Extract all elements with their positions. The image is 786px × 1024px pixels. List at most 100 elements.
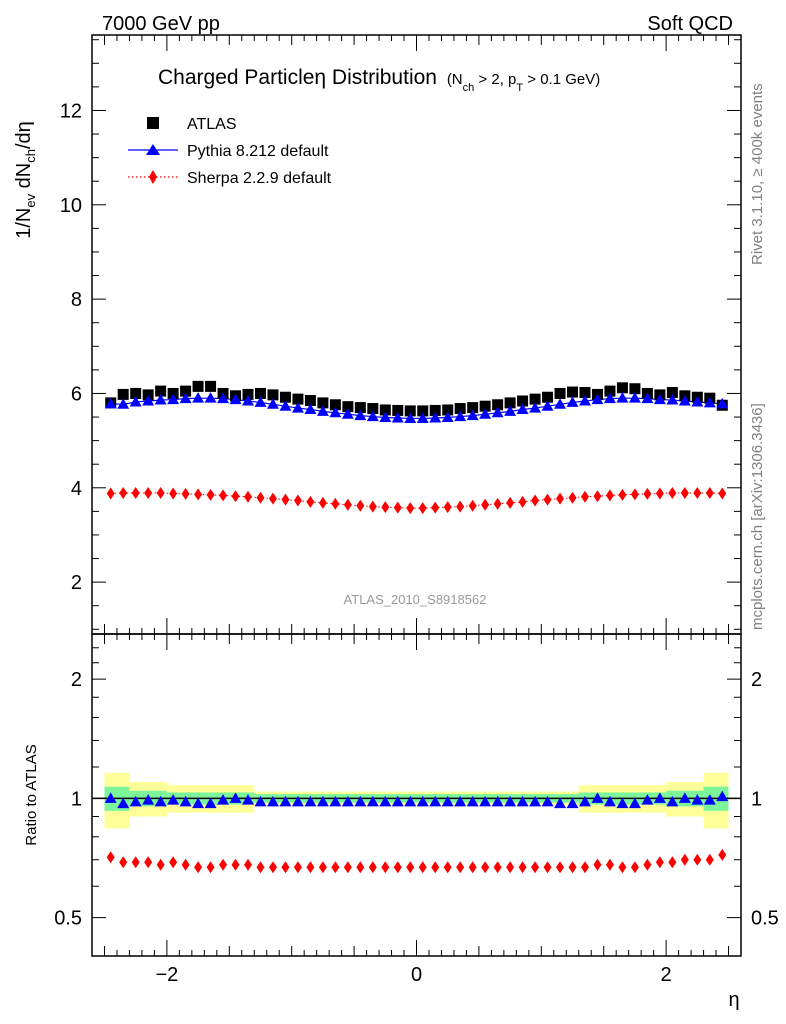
ratio-pythia-point [653,792,666,803]
ratio-pythia-point [691,794,704,805]
pythia-point [616,392,629,403]
ratio-pythia-point [441,795,454,807]
pythia-point [641,392,654,404]
ratio-pythia-point [554,797,567,809]
atlas-point [180,385,192,397]
sherpa-point [331,497,340,510]
ratio-sherpa-point [443,861,452,874]
pythia-point [541,400,554,411]
pythia-point [242,395,255,406]
atlas-point [130,387,142,399]
ratio-sherpa-point [268,861,277,874]
atlas-point [254,387,266,399]
sherpa-point [630,488,639,501]
ratio-y-tick-label: 1 [71,788,82,810]
ratio-sherpa-point [418,861,427,874]
ratio-sherpa-point [331,861,340,874]
x-axis-label: η [728,989,739,1011]
atlas-point [467,402,479,414]
atlas-point [579,387,591,399]
ratio-y-ticks: 0.5 0.5 1 1 2 2 [54,647,779,930]
ratio-sherpa-point [693,853,702,866]
sherpa-point [518,495,527,508]
sherpa-point [356,499,365,512]
ratio-pythia-point [391,795,404,807]
ratio-pythia-point [354,795,367,807]
atlas-point [604,385,616,397]
atlas-point [167,387,179,399]
ratio-pythia-point [129,795,142,807]
pythia-point [316,405,329,416]
ratio-pythia-point [379,795,392,807]
sherpa-point [381,501,390,514]
main-y-tick-label: 10 [60,195,82,217]
atlas-point [454,403,466,415]
sherpa-point [268,492,277,505]
pythia-point [678,395,691,406]
ratio-sherpa-point [219,858,228,871]
sherpa-point [456,500,465,513]
atlas-point [379,404,391,416]
ratio-pythia-point [404,795,417,807]
ratio-pythia-point [279,795,292,807]
ratio-pythia-point [716,790,729,802]
ratio-pythia-point [104,792,117,803]
ratio-series-layer [104,790,729,874]
ratio-pythia-point [479,795,492,807]
sherpa-point [144,486,153,499]
ratio-pythia-point [566,797,579,809]
atlas-point [517,395,529,407]
main-y-ticks: 2 4 6 8 10 12 [60,39,741,630]
ratio-pythia-point [529,795,542,807]
analysis-watermark: ATLAS_2010_S8918562 [344,592,487,607]
sherpa-point [256,491,265,504]
ratio-sherpa-point [256,861,265,874]
ratio-sherpa-point [318,861,327,874]
ratio-pythia-point [304,795,317,807]
legend-label-pythia: Pythia 8.212 default [187,143,329,160]
main-y-tick-label: 6 [71,383,82,405]
legend-label-sherpa: Sherpa 2.2.9 default [187,170,332,187]
sherpa-point [106,487,115,500]
sherpa-point [194,488,203,501]
pythia-point [466,409,479,421]
ratio-sherpa-point [119,856,128,869]
ratio-sherpa-point [493,861,502,874]
atlas-point [666,387,678,399]
ratio-sherpa-point [506,861,515,874]
legend-marker-pythia [146,144,160,155]
ratio-pythia-point [429,795,442,807]
sherpa-point [693,486,702,499]
ratio-pythia-point [154,795,167,807]
pythia-point [291,402,304,413]
pythia-point [154,394,167,405]
ratio-pythia-point [341,795,354,807]
legend: ATLAS Pythia 8.212 default Sherpa 2.2.9 … [128,116,332,187]
ratio-pythia-point [541,795,554,807]
ratio-pythia-point [192,797,205,809]
x-tick-label: 2 [661,964,672,986]
ratio-sherpa-point [468,861,477,874]
atlas-point [342,401,354,413]
atlas-point [279,391,291,403]
atlas-point [192,380,204,392]
ratio-sherpa-point [431,861,440,874]
main-x-ticks [103,35,730,634]
ratio-pythia-point [266,795,279,807]
ratio-sherpa-point [206,861,215,874]
sherpa-point [318,496,327,509]
ratio-sherpa-point [668,856,677,869]
ratio-sherpa-point [244,858,253,871]
ratio-pythia-point [591,792,604,803]
atlas-point [117,388,129,400]
ratio-pythia-point [316,795,329,807]
legend-entry-atlas: ATLAS [147,116,237,133]
sherpa-line [110,492,723,509]
pythia-point [479,408,492,419]
pythia-point [554,398,567,409]
atlas-point [442,404,454,416]
atlas-point [392,404,404,416]
pythia-point [603,392,616,404]
sherpa-point [343,498,352,511]
